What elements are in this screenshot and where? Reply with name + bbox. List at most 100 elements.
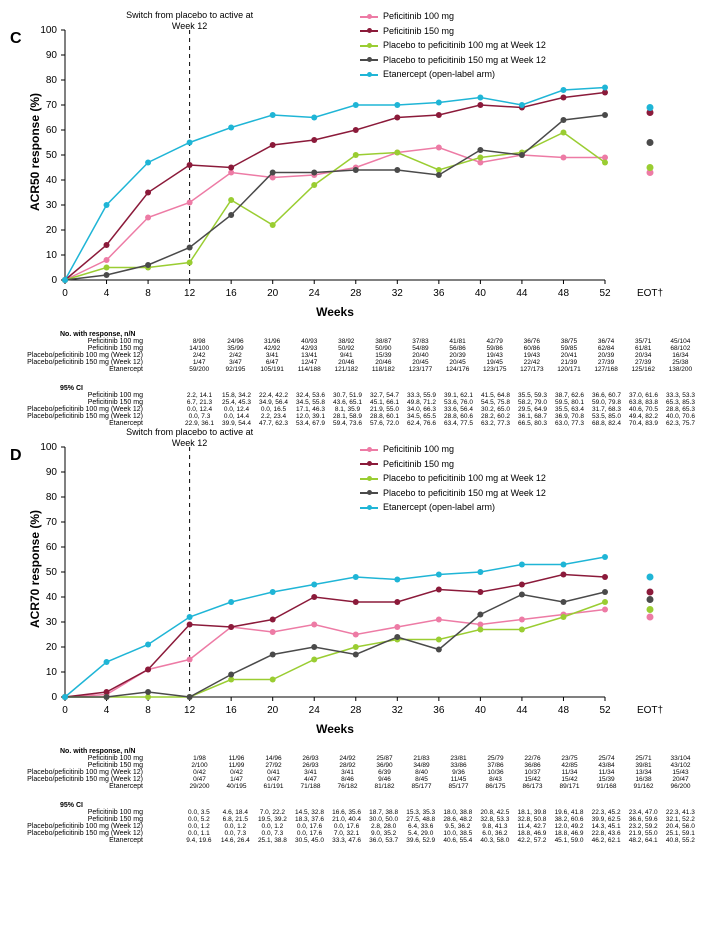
table-cell: 22/42 <box>513 359 550 366</box>
svg-text:16: 16 <box>226 705 238 716</box>
x-axis-label: Weeks <box>65 722 605 736</box>
table-cell: 33/86 <box>440 762 477 769</box>
table-cell: 20/41 <box>550 352 587 359</box>
panelC: CPeficitinib 100 mgPeficitinib 150 mgPla… <box>10 30 699 427</box>
table-cell: 42/85 <box>551 762 588 769</box>
table-row-label: Peficitinib 150 mg <box>10 762 181 769</box>
table-cell: 18.8, 46.9 <box>513 830 550 837</box>
svg-text:32: 32 <box>392 705 404 716</box>
table-cell: 40.6, 55.4 <box>439 837 476 844</box>
data-table: 95% CIPeficitinib 100 mg2.2, 14.115.8, 3… <box>10 385 699 427</box>
table-cell: 76/182 <box>329 783 366 790</box>
svg-text:90: 90 <box>46 467 58 478</box>
table-cell: 123/175 <box>476 366 513 373</box>
table-cell: 85/177 <box>440 783 477 790</box>
table-cell: 27/39 <box>588 359 625 366</box>
table-cell: 41/81 <box>439 338 476 345</box>
table-cell: 0.0, 7.3 <box>181 413 218 420</box>
table-cell: 121/182 <box>328 366 365 373</box>
table-cell: 20/39 <box>439 352 476 359</box>
table-cell: 34.0, 66.3 <box>403 406 440 413</box>
table-cell: 33/104 <box>662 755 699 762</box>
table-cell: 118/182 <box>365 366 402 373</box>
table-cell: 29.5, 64.9 <box>514 406 551 413</box>
table-cell: 25/38 <box>662 359 699 366</box>
table-cell: 28.8, 60.6 <box>440 413 477 420</box>
table-cell: 28.6, 48.2 <box>439 816 476 823</box>
svg-text:48: 48 <box>558 705 570 716</box>
svg-text:70: 70 <box>46 517 58 528</box>
data-table: 95% CIPeficitinib 100 mg0.0, 3.54.6, 18.… <box>10 802 699 844</box>
table-cell: 0.0, 3.5 <box>181 809 217 816</box>
table-cell: 71/188 <box>292 783 329 790</box>
table-cell: 62/84 <box>588 345 625 352</box>
table-cell: 91/168 <box>588 783 625 790</box>
table-cell: 7.0, 32.1 <box>328 830 365 837</box>
svg-text:32: 32 <box>392 288 404 299</box>
table-cell: 68.8, 82.4 <box>588 420 625 427</box>
table-cell: 40.8, 55.2 <box>662 837 699 844</box>
table-cell: 36/90 <box>366 762 403 769</box>
table-cell: 39.1, 62.1 <box>440 392 477 399</box>
svg-text:100: 100 <box>40 25 57 36</box>
table-cell: 86/173 <box>514 783 551 790</box>
table-cell: 1/47 <box>181 359 217 366</box>
svg-text:0: 0 <box>51 275 57 286</box>
svg-text:28: 28 <box>350 288 362 299</box>
table-cell: 16/34 <box>662 352 699 359</box>
table-cell: 10/36 <box>477 769 514 776</box>
table-cell: 22.4, 42.2 <box>255 392 292 399</box>
legend-text: Peficitinib 100 mg <box>383 10 454 24</box>
table-cell: 60/86 <box>513 345 550 352</box>
table-cell: 28.2, 60.2 <box>477 413 514 420</box>
table-cell: 34/89 <box>403 762 440 769</box>
svg-text:12: 12 <box>184 705 196 716</box>
table-cell: 7.0, 22.2 <box>254 809 291 816</box>
table-cell: 15/39 <box>365 352 402 359</box>
svg-text:80: 80 <box>46 75 58 86</box>
svg-text:50: 50 <box>46 567 58 578</box>
table-cell: 45.1, 66.1 <box>366 399 403 406</box>
svg-text:40: 40 <box>475 705 487 716</box>
table-cell: 20/47 <box>662 776 699 783</box>
table-cell: 42/79 <box>476 338 513 345</box>
table-cell: 1/98 <box>181 755 218 762</box>
table-cell: 27/39 <box>625 359 662 366</box>
table-cell: 36.6, 60.7 <box>588 392 625 399</box>
svg-text:8: 8 <box>145 288 151 299</box>
table-cell: 8/43 <box>477 776 514 783</box>
table-cell: 20/34 <box>625 352 662 359</box>
table-cell: 39.9, 54.4 <box>218 420 255 427</box>
table-section-header: No. with response, n/N <box>10 331 699 338</box>
svg-text:30: 30 <box>46 200 58 211</box>
table-cell: 47.7, 62.3 <box>255 420 292 427</box>
table-cell: 12.0, 39.1 <box>292 413 329 420</box>
table-cell: 23/75 <box>551 755 588 762</box>
table-cell: 34.5, 65.5 <box>403 413 440 420</box>
table-row-label: Peficitinib 150 mg <box>10 345 181 352</box>
table-cell: 39.6, 52.9 <box>402 837 439 844</box>
table-cell: 29/200 <box>181 783 218 790</box>
table-cell: 19/45 <box>476 359 513 366</box>
svg-text:EOT†: EOT† <box>637 705 663 716</box>
table-cell: 1/47 <box>218 776 255 783</box>
svg-text:0: 0 <box>62 288 68 299</box>
table-cell: 12/47 <box>291 359 328 366</box>
table-row-label: Etanercept <box>10 783 181 790</box>
table-cell: 16.6, 35.6 <box>328 809 365 816</box>
table-cell: 9/46 <box>366 776 403 783</box>
table-cell: 0/42 <box>181 769 218 776</box>
table-cell: 9/36 <box>440 769 477 776</box>
table-cell: 92/195 <box>217 366 253 373</box>
table-cell: 20/46 <box>328 359 365 366</box>
svg-text:10: 10 <box>46 250 58 261</box>
table-cell: 105/191 <box>254 366 291 373</box>
svg-text:8: 8 <box>145 705 151 716</box>
table-cell: 6.4, 33.6 <box>402 823 439 830</box>
table-cell: 45/104 <box>662 338 699 345</box>
table-cell: 6/39 <box>366 769 403 776</box>
table-cell: 6.7, 21.3 <box>181 399 218 406</box>
table-cell: 0.0, 12.4 <box>181 406 218 413</box>
table-cell: 68/102 <box>662 345 699 352</box>
table-cell: 34.9, 56.4 <box>255 399 292 406</box>
